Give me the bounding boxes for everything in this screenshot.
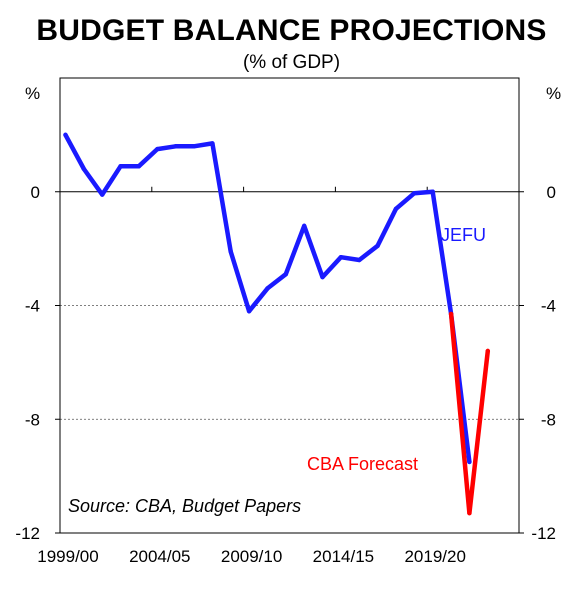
chart-title: BUDGET BALANCE PROJECTIONS (36, 14, 547, 47)
source-note: Source: CBA, Budget Papers (68, 496, 301, 516)
data-point-jefu (412, 190, 417, 196)
data-point-jefu (265, 286, 270, 291)
data-point-jefu (375, 243, 380, 248)
y-tick-label-right: -12 (531, 524, 556, 543)
data-point-jefu (118, 163, 123, 169)
series-line-jefu (63, 132, 472, 465)
data-point-jefu (430, 189, 435, 194)
y-axis-unit-right: % (546, 84, 561, 103)
data-point-jefu (467, 459, 472, 465)
data-point-cba-forecast (485, 348, 490, 354)
data-point-jefu (320, 274, 325, 280)
data-point-jefu (228, 249, 233, 254)
x-tick-label: 2019/20 (404, 547, 465, 566)
x-tick-label: 1999/00 (37, 547, 98, 566)
y-tick-label-right: -8 (541, 410, 556, 429)
y-tick-label-right: -4 (541, 297, 556, 316)
y-tick-label-left: -12 (15, 524, 40, 543)
y-tick-label-right: 0 (547, 183, 556, 202)
x-tick-label: 2009/10 (221, 547, 282, 566)
data-point-jefu (283, 272, 289, 277)
x-tick-label: 2004/05 (129, 547, 190, 566)
data-point-jefu (301, 223, 307, 229)
data-point-jefu (81, 166, 87, 172)
data-point-jefu (136, 163, 142, 169)
data-point-jefu (155, 146, 160, 152)
data-point-jefu (100, 192, 105, 197)
x-tick-label: 2014/15 (313, 547, 374, 566)
data-point-cba-forecast (467, 510, 472, 516)
data-point-jefu (191, 144, 197, 149)
y-tick-label-left: -4 (25, 297, 40, 316)
data-point-jefu (338, 254, 344, 260)
data-point-jefu (246, 308, 252, 314)
data-point-jefu (393, 206, 399, 212)
data-point-jefu (210, 141, 215, 146)
data-point-cba-forecast (448, 311, 454, 317)
chart-subtitle: (% of GDP) (242, 52, 341, 73)
series-label-jefu: JEFU (441, 225, 486, 245)
y-axis-unit-left: % (25, 84, 40, 103)
data-point-jefu (173, 144, 178, 149)
y-tick-label-left: 0 (31, 183, 40, 202)
data-point-jefu (63, 132, 68, 138)
y-tick-label-left: -8 (25, 410, 40, 429)
series-label-cba-forecast: CBA Forecast (307, 454, 418, 474)
data-point-jefu (357, 257, 362, 263)
